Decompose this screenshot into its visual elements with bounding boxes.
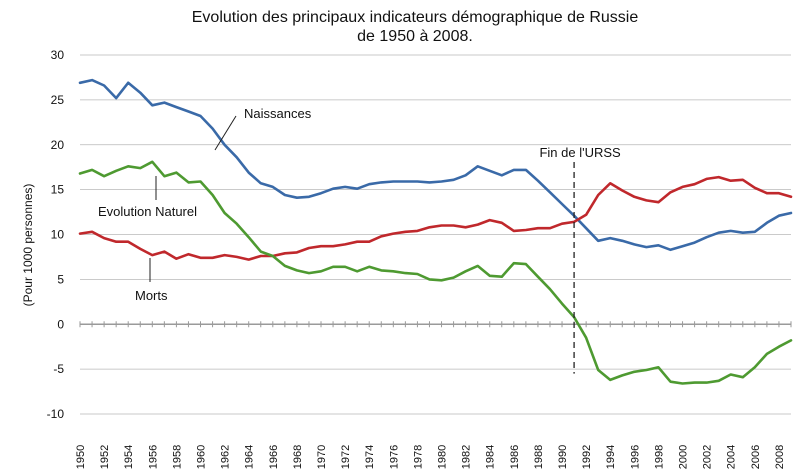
x-tick-label: 1990 xyxy=(557,445,569,469)
x-tick-label: 2008 xyxy=(774,445,786,469)
chart-subtitle: de 1950 à 2008. xyxy=(357,28,473,45)
y-axis-label: (Pour 1000 personnes) xyxy=(21,184,35,307)
series-lines xyxy=(78,78,793,385)
y-tick-label: -10 xyxy=(47,407,65,421)
annotation-naissances-leader xyxy=(214,115,237,151)
series-line-evolution-naturel xyxy=(78,160,793,385)
x-tick-label: 2004 xyxy=(726,445,738,469)
annotation-naissances: Naissances xyxy=(244,106,312,121)
x-tick-label: 1966 xyxy=(268,445,280,469)
annotation-evolution-naturel: Evolution Naturel xyxy=(98,204,197,219)
x-tick-label: 1976 xyxy=(388,445,400,469)
x-tick-labels: 1950 1952 1954 1956 1958 1960 1962 1964 1966 1968… xyxy=(75,445,786,469)
x-tick-label: 1978 xyxy=(412,445,424,469)
y-tick-label: 5 xyxy=(57,272,64,286)
gridlines xyxy=(80,54,791,415)
y-tick-label: -5 xyxy=(53,362,64,376)
chart-title: Evolution des principaux indicateurs dém… xyxy=(192,9,639,26)
series-line-morts xyxy=(78,175,793,261)
x-tick-label: 1970 xyxy=(316,445,328,469)
x-tick-label: 1988 xyxy=(533,445,545,469)
y-tick-label: 10 xyxy=(51,228,65,242)
zero-axis xyxy=(79,321,792,328)
x-tick-label: 2000 xyxy=(678,445,690,469)
y-tick-label: 20 xyxy=(51,138,65,152)
series-line-naissances xyxy=(78,78,793,252)
x-tick-label: 1964 xyxy=(244,445,256,469)
y-tick-label: 30 xyxy=(51,48,65,62)
y-tick-label: 15 xyxy=(51,183,65,197)
x-tick-label: 1998 xyxy=(653,445,665,469)
x-tick-label: 1952 xyxy=(99,445,111,469)
x-tick-label: 1950 xyxy=(75,445,87,469)
y-tick-label: 0 xyxy=(57,317,64,331)
x-tick-label: 1982 xyxy=(461,445,473,469)
x-tick-label: 1972 xyxy=(340,445,352,469)
annotation-fin-urss: Fin de l'URSS xyxy=(539,145,621,160)
x-tick-label: 2002 xyxy=(702,445,714,469)
x-tick-label: 1954 xyxy=(123,445,135,469)
x-tick-label: 1994 xyxy=(605,445,617,469)
x-tick-label: 1984 xyxy=(485,445,497,469)
x-tick-label: 1960 xyxy=(196,445,208,469)
y-tick-labels: -10 -5 0 5 10 15 20 25 30 xyxy=(47,48,65,421)
x-tick-label: 1986 xyxy=(509,445,521,469)
x-tick-label: 1992 xyxy=(581,445,593,469)
x-tick-label: 1996 xyxy=(629,445,641,469)
x-tick-label: 1980 xyxy=(437,445,449,469)
x-tick-label: 1962 xyxy=(220,445,232,469)
y-tick-label: 25 xyxy=(51,93,65,107)
annotation-morts: Morts xyxy=(135,288,168,303)
x-tick-label: 1958 xyxy=(171,445,183,469)
x-tick-label: 1968 xyxy=(292,445,304,469)
x-tick-label: 1974 xyxy=(364,445,376,469)
x-tick-label: 1956 xyxy=(147,445,159,469)
x-tick-label: 2006 xyxy=(750,445,762,469)
